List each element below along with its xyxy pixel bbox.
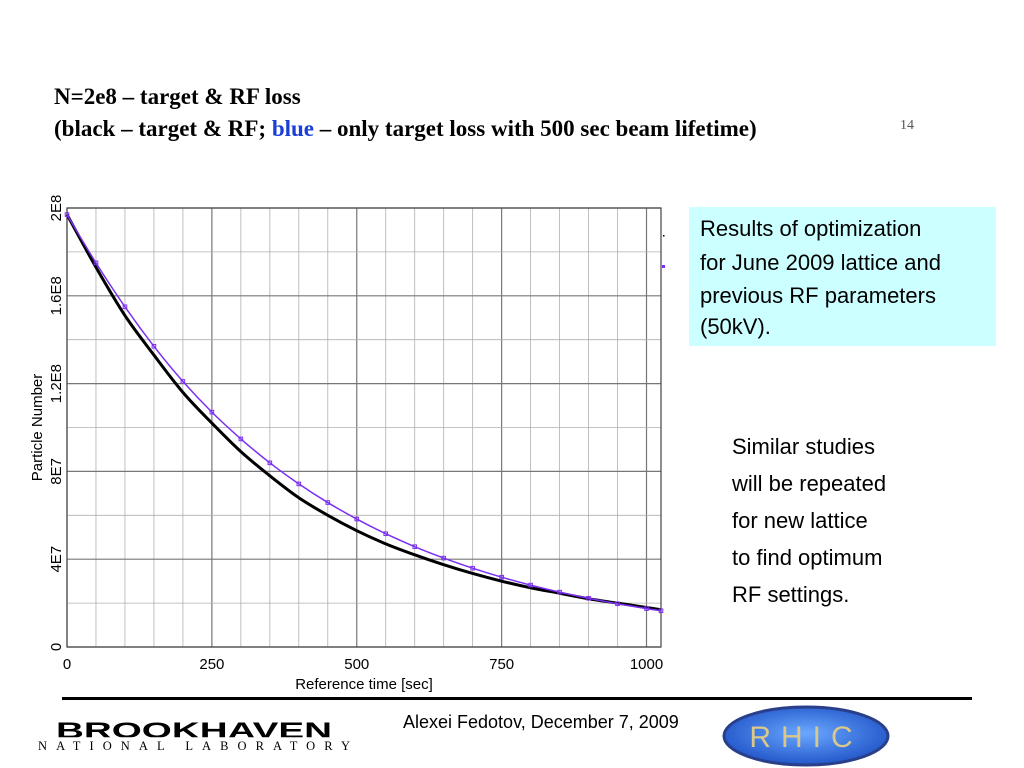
series-point-target-only — [615, 601, 620, 607]
series-point-target-only — [557, 589, 562, 595]
slide-title-line2: (black – target & RF; blue – only target… — [54, 116, 757, 142]
series-point-target-only — [586, 595, 591, 601]
x-tick-label: 250 — [199, 656, 224, 673]
x-tick-label: 750 — [489, 656, 514, 673]
series-point-target-only — [644, 606, 649, 611]
rhic-logo: RHIC — [722, 705, 890, 767]
rhic-text: RHIC — [749, 721, 862, 754]
y-tick-label: 1.2E8 — [48, 364, 65, 403]
title-part2: – only target loss with 500 sec beam lif… — [314, 116, 757, 141]
note-line: Results of optimization — [700, 216, 922, 241]
series-point-target-only — [122, 304, 128, 310]
rhic-ellipse — [722, 705, 890, 767]
plot-frame — [66, 207, 662, 648]
series-point-target-only — [441, 555, 446, 561]
side-text-line: Similar studies — [732, 434, 876, 459]
title-part1: (black – target & RF; — [54, 116, 272, 141]
y-tick-label: 4E7 — [48, 546, 65, 573]
footer-author: Alexei Fedotov, December 7, 2009 — [403, 712, 679, 732]
series-point-target-only — [64, 212, 70, 217]
note-line: (50kV). — [700, 314, 771, 339]
side-text-line: to find optimum — [732, 545, 883, 570]
series-point-target-only — [209, 409, 215, 415]
y-tick-label: 8E7 — [48, 458, 65, 485]
series-point-target-only — [325, 500, 331, 505]
y-tick-label: 2E8 — [48, 195, 65, 221]
legend-marker-black — [663, 235, 665, 237]
note-line: previous RF parameters — [700, 283, 936, 308]
brookhaven-logo: BROOKHAVEN NATIONAL LABORATORY — [38, 718, 350, 753]
series-point-target-only — [658, 608, 664, 614]
y-tick-label: 0 — [48, 643, 65, 651]
note-line: for June 2009 lattice and — [700, 250, 941, 275]
x-tick-label: 1000 — [630, 656, 663, 673]
side-text-line: RF settings. — [732, 582, 850, 607]
series-point-target-only — [470, 565, 475, 571]
x-axis-label: Reference time [sec] — [295, 676, 433, 693]
series-point-target-only — [528, 582, 533, 588]
legend-marker-purple — [662, 265, 665, 268]
title-blue-word: blue — [271, 116, 314, 141]
series-point-target-only — [296, 481, 302, 487]
series-point-target-only — [93, 260, 99, 266]
side-text-line: for new lattice — [732, 508, 868, 533]
series-point-target-only — [238, 436, 244, 442]
particle-number-chart: 0 250 500 750 1000 0 4E7 8E7 1.2E8 1.6E8 2E8 Refere… — [29, 195, 665, 693]
series-point-target-only — [383, 531, 389, 537]
series-point-target-only — [151, 343, 157, 349]
series-point-target-only — [354, 516, 360, 522]
series-point-target-only — [499, 574, 504, 580]
series-point-target-only — [267, 460, 273, 466]
logo-brookhaven-word: BROOKHAVEN — [56, 718, 332, 743]
results-note-box: Results of optimization for June 2009 la… — [689, 207, 996, 346]
series-line-target-only — [66, 214, 662, 612]
x-tick-label: 500 — [344, 656, 369, 673]
y-axis-label: Particle Number — [29, 374, 46, 482]
y-tick-label: 1.6E8 — [48, 276, 65, 315]
series-point-target-only — [180, 379, 186, 384]
x-tick-label: 0 — [63, 656, 71, 673]
footer-divider — [62, 697, 972, 700]
side-text-line: will be repeated — [732, 471, 887, 496]
similar-studies-text: Similar studies will be repeated for new… — [732, 428, 886, 613]
series-point-target-only — [412, 544, 418, 549]
slide-title-line1: N=2e8 – target & RF loss — [54, 84, 301, 109]
slide-number: 14 — [900, 118, 914, 133]
